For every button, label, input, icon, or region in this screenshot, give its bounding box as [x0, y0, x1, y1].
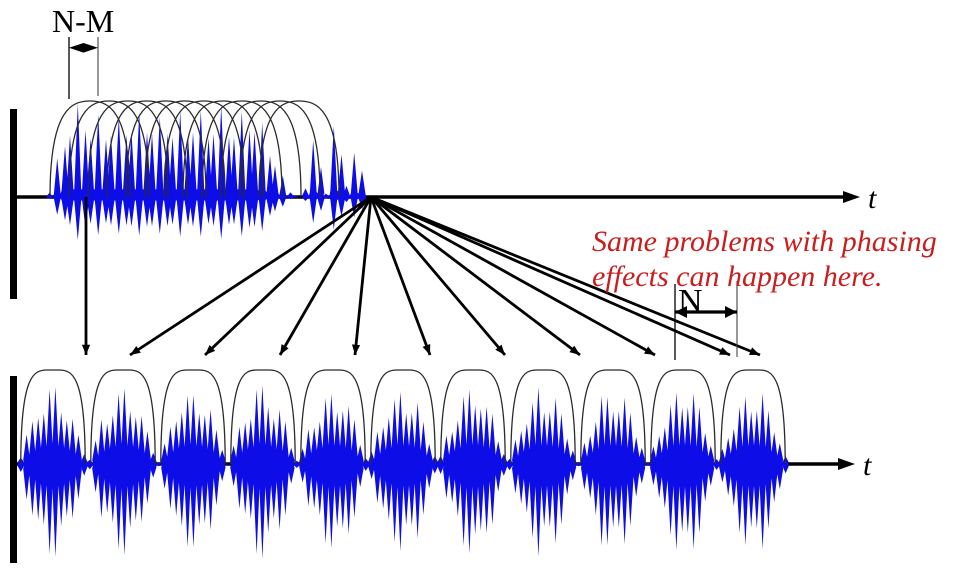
svg-text:t: t: [863, 449, 872, 482]
svg-text:t: t: [868, 182, 877, 215]
svg-text:effects can happen here.: effects can happen here.: [592, 260, 882, 293]
svg-text:N-M: N-M: [52, 3, 114, 39]
svg-text:Same problems with phasing: Same problems with phasing: [592, 225, 937, 258]
